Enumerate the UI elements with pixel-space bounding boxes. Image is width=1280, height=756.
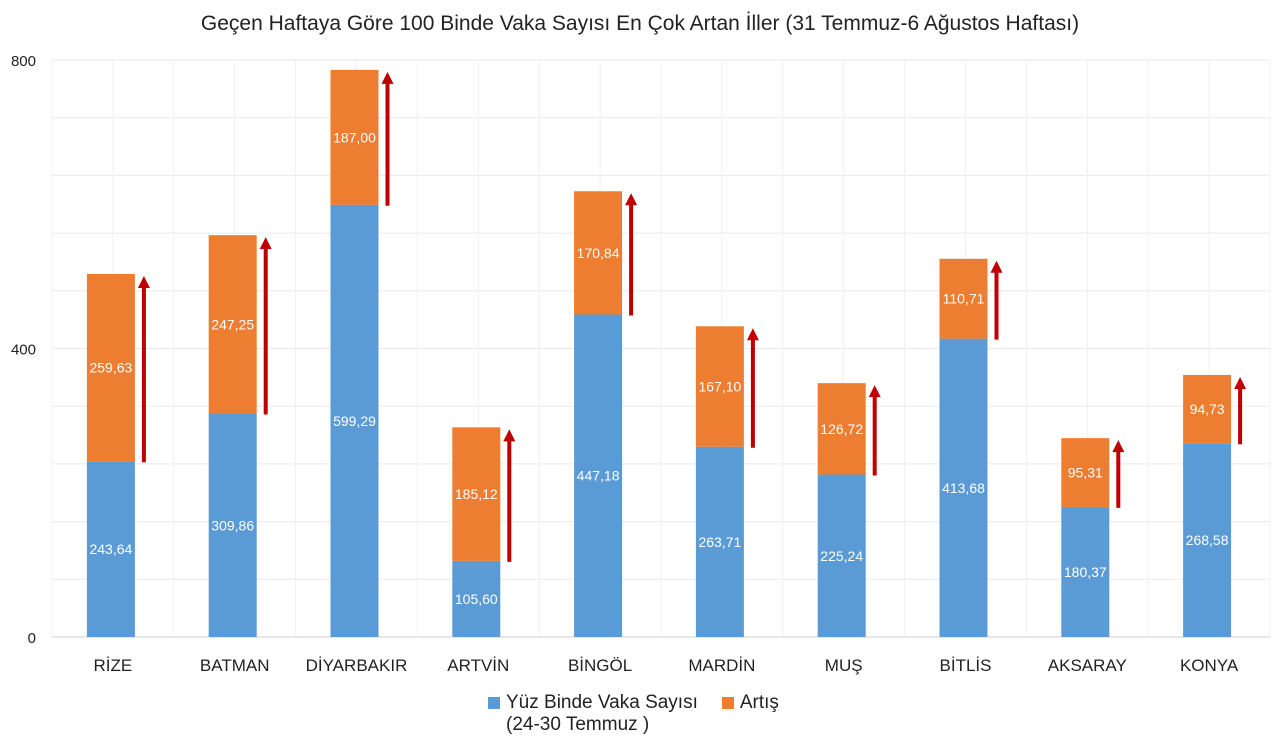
x-tick-label: RİZE <box>94 656 133 675</box>
increase-arrow-head <box>990 260 1003 273</box>
y-tick-label: 0 <box>28 630 36 647</box>
data-label: 413,68 <box>942 480 985 496</box>
bar-base <box>574 314 623 637</box>
legend-item-base: Yüz Binde Vaka Sayısı (24-30 Temmuz ) <box>488 692 698 736</box>
data-label: 309,86 <box>211 517 254 533</box>
bar-base <box>452 560 501 637</box>
data-label: 95,31 <box>1068 465 1103 481</box>
increase-arrow-head <box>1112 440 1125 453</box>
bar-base <box>330 204 379 637</box>
x-tick-label: BİTLİS <box>940 656 992 675</box>
increase-arrow-head <box>625 193 638 206</box>
bar-base <box>86 461 135 637</box>
legend-swatch-increase <box>721 697 734 709</box>
data-label: 225,24 <box>820 548 863 564</box>
bar-increase <box>452 427 501 561</box>
x-tick-label: MUŞ <box>825 656 863 675</box>
x-tick-label: BİNGÖL <box>568 656 632 675</box>
legend-label-increase: Artış <box>739 692 779 713</box>
y-tick-label: 800 <box>11 53 36 70</box>
x-tick-label: BATMAN <box>200 656 270 675</box>
data-label: 259,63 <box>89 360 132 376</box>
data-label: 187,00 <box>333 129 376 145</box>
bar-base <box>1183 443 1232 637</box>
bar-base <box>208 413 257 637</box>
bar-increase <box>939 258 988 339</box>
increase-arrow-head <box>503 429 516 442</box>
y-tick-label: 400 <box>11 342 36 359</box>
bar-base <box>1061 506 1110 637</box>
bar-increase <box>86 274 135 462</box>
bar-increase <box>695 326 744 447</box>
data-label: 167,10 <box>698 379 741 395</box>
bar-base <box>939 338 988 637</box>
data-label: 599,29 <box>333 413 376 429</box>
bar-base <box>817 474 866 637</box>
data-label: 185,12 <box>455 486 498 502</box>
legend-label-base-sub: (24-30 Temmuz ) <box>506 714 650 735</box>
x-tick-label: KONYA <box>1180 656 1239 675</box>
data-label: 126,72 <box>820 421 863 437</box>
data-label: 243,64 <box>89 541 132 557</box>
bar-increase <box>1183 374 1232 444</box>
legend: Yüz Binde Vaka Sayısı (24-30 Temmuz ) Art… <box>488 692 779 736</box>
chart: 0 400 800 243,64 259,63 RİZE 309,86 247,25 BATMA… <box>11 53 1271 675</box>
data-label: 263,71 <box>698 534 741 550</box>
data-label: 105,60 <box>455 591 498 607</box>
increase-arrow-head <box>746 328 759 341</box>
bar-increase <box>208 235 257 414</box>
data-label: 110,71 <box>943 291 985 307</box>
increase-arrow-head <box>381 71 394 84</box>
increase-arrow-head <box>1234 376 1247 389</box>
x-tick-label: ARTVİN <box>447 656 509 675</box>
bar-increase <box>1061 438 1110 507</box>
x-tick-label: DİYARBAKIR <box>306 656 408 675</box>
chart-title: Geçen Haftaya Göre 100 Binde Vaka Sayısı… <box>200 12 1080 35</box>
bar-increase <box>330 69 379 205</box>
legend-swatch-base <box>488 697 500 709</box>
increase-arrow-head <box>137 276 150 289</box>
data-label: 447,18 <box>577 468 620 484</box>
legend-label-base: Yüz Binde Vaka Sayısı <box>506 692 698 713</box>
data-label: 170,84 <box>577 245 620 261</box>
increase-arrow-head <box>259 237 272 250</box>
data-label: 180,37 <box>1064 564 1107 580</box>
data-label: 247,25 <box>211 316 254 332</box>
data-label: 94,73 <box>1190 401 1225 417</box>
bar-increase <box>574 191 623 315</box>
bar-base <box>695 446 744 637</box>
data-label: 268,58 <box>1186 532 1229 548</box>
x-tick-label: AKSARAY <box>1048 656 1127 675</box>
increase-arrow-head <box>868 385 881 398</box>
legend-item-increase: Artış <box>721 692 779 736</box>
bar-increase <box>817 383 866 475</box>
x-tick-label: MARDİN <box>688 656 755 675</box>
